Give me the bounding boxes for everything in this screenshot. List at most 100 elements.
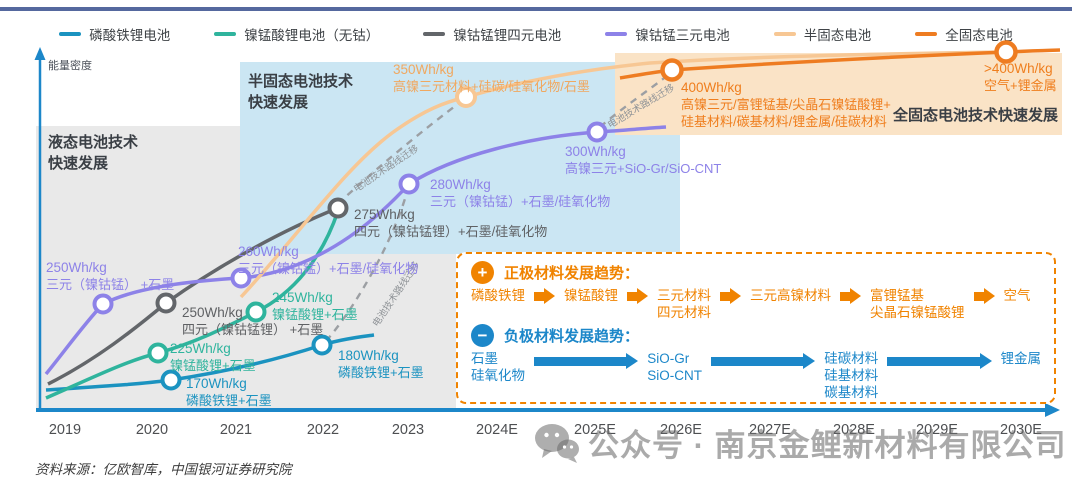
anode-step: 锂金属: [1000, 351, 1042, 366]
legend-label: 磷酸铁锂电池: [89, 28, 171, 43]
point-label-lfp-180: 180Wh/kg 磷酸铁锂+石墨: [338, 347, 424, 381]
arrow-right-icon: [887, 353, 992, 369]
minus-icon: −: [471, 324, 494, 347]
anode-trend-title: 负极材料发展趋势：: [504, 328, 640, 345]
cathode-step: 空气: [1003, 288, 1031, 303]
point-value: 250Wh/kg: [46, 260, 107, 275]
point-value: 225Wh/kg: [170, 341, 231, 356]
legend-item-semi-solid: 半固态电池: [773, 24, 872, 44]
anode-trend-chain: 石墨 硅氧化物 SiO-Gr SiO-CNT 硅碳材料 硅基材料 碳基材料 锂金…: [471, 350, 1041, 401]
legend-item-lfp: 磷酸铁锂电池: [59, 24, 170, 44]
x-tick-2023: 2023: [391, 422, 425, 438]
cathode-step: 富锂锰基 尖晶石镍锰酸锂: [870, 288, 965, 320]
anode-trend-header: − 负极材料发展趋势：: [471, 324, 1041, 347]
legend-dash-icon: [605, 32, 628, 36]
legend-label: 全固态电池: [945, 28, 1013, 43]
point-label-quaternary-275: 275Wh/kg 四元（镍钴锰锂）+石墨/硅氧化物: [354, 206, 547, 240]
point-label-lnmo-225: 225Wh/kg 镍锰酸锂+石墨: [170, 340, 256, 374]
x-tick-2029e: 2029E: [916, 422, 958, 438]
legend-label: 半固态电池: [803, 28, 872, 43]
point-value: 180Wh/kg: [338, 348, 399, 363]
point-label-semi-solid-350: 350Wh/kg 高镍三元材料+硅碳/硅氧化物/石墨: [393, 61, 590, 95]
cathode-trend-header: + 正极材料发展趋势：: [471, 261, 1041, 284]
arrow-right-icon: [973, 288, 995, 304]
point-material: 三元（镍钴锰） +石墨: [46, 277, 175, 292]
x-tick-2020: 2020: [135, 422, 169, 438]
x-tick-2026e: 2026E: [660, 422, 702, 438]
arrow-right-icon: [840, 288, 861, 304]
point-material: 高镍三元材料+硅碳/硅氧化物/石墨: [393, 79, 590, 94]
legend-dash-icon: [915, 32, 938, 36]
point-label-lnmo-245: 245Wh/kg 镍锰酸锂+石墨: [272, 289, 358, 323]
arrow-right-icon: [534, 288, 555, 304]
arrow-right-icon: [534, 353, 639, 369]
point-material: 空气+锂金属: [984, 78, 1057, 93]
point-label-ternary-260: 260Wh/kg 三元（镍钴锰）+石墨/硅氧化物: [238, 243, 418, 277]
material-trend-box: + 正极材料发展趋势： 磷酸铁锂 镍锰酸锂 三元材料 四元材料 三元高镍材料 富…: [456, 252, 1056, 404]
x-tick-2021: 2021: [219, 422, 253, 438]
point-material: 磷酸铁锂+石墨: [338, 365, 424, 380]
legend-dash-icon: [214, 32, 237, 36]
legend-dash-icon: [423, 32, 446, 36]
point-label-ternary-300: 300Wh/kg 高镍三元+SiO-Gr/SiO-CNT: [565, 143, 721, 177]
cathode-trend-title: 正极材料发展趋势：: [504, 265, 640, 282]
point-material: 四元（镍钴锰锂） +石墨: [182, 322, 324, 337]
legend: 磷酸铁锂电池 镍锰酸锂电池（无钴） 镍钴锰锂四元电池 镍钴锰三元电池 半固态电池…: [0, 24, 1072, 44]
legend-item-lnmo: 镍锰酸锂电池（无钴）: [214, 24, 379, 44]
y-axis-label: 能量密度: [48, 60, 92, 72]
cathode-trend-chain: 磷酸铁锂 镍锰酸锂 三元材料 四元材料 三元高镍材料 富锂锰基 尖晶石镍锰酸锂 …: [471, 287, 1041, 321]
point-material: 镍锰酸锂+石墨: [170, 358, 256, 373]
x-tick-2025e: 2025E: [574, 422, 616, 438]
point-value: 260Wh/kg: [238, 244, 299, 259]
anode-step: 石墨 硅氧化物: [471, 351, 525, 383]
arrow-right-icon: [627, 288, 648, 304]
point-material: 四元（镍钴锰锂）+石墨/硅氧化物: [354, 224, 548, 239]
region-label-liquid: 液态电池技术 快速发展: [48, 134, 139, 172]
point-value: 250Wh/kg: [182, 305, 243, 320]
arrow-right-icon: [711, 353, 816, 369]
anode-step: 硅碳材料 硅基材料 碳基材料: [824, 351, 879, 400]
region-label-all-solid: 全固态电池技术快速发展: [893, 107, 1059, 124]
point-value: 275Wh/kg: [354, 207, 415, 222]
x-tick-2022: 2022: [306, 422, 340, 438]
anode-step: SiO-Gr SiO-CNT: [647, 351, 702, 383]
point-label-quaternary-250: 250Wh/kg 四元（镍钴锰锂） +石墨: [182, 304, 323, 338]
legend-item-ternary: 镍钴锰三元电池: [605, 24, 730, 44]
point-label-all-solid-400: 400Wh/kg 高镍三元/富锂锰基/尖晶石镍锰酸锂+ 硅基材料/碳基材料/锂金…: [681, 79, 891, 130]
point-value: 400Wh/kg: [681, 80, 742, 95]
x-tick-2030e: 2030E: [1000, 422, 1042, 438]
point-material: 高镍三元/富锂锰基/尖晶石镍锰酸锂+ 硅基材料/碳基材料/锂金属/硅碳材料: [681, 97, 891, 129]
legend-item-quaternary: 镍钴锰锂四元电池: [423, 24, 561, 44]
point-material: 镍锰酸锂+石墨: [272, 307, 358, 322]
point-value: 350Wh/kg: [393, 62, 454, 77]
point-label-all-solid-400plus: >400Wh/kg 空气+锂金属: [984, 60, 1057, 94]
point-value: 300Wh/kg: [565, 144, 626, 159]
point-label-ternary-280: 280Wh/kg 三元（镍钴锰）+石墨/硅氧化物: [430, 176, 610, 210]
region-label-semi-solid: 半固态电池技术 快速发展: [248, 73, 354, 111]
point-value: >400Wh/kg: [984, 61, 1053, 76]
top-border: [0, 7, 1072, 11]
x-tick-2027e: 2027E: [749, 422, 791, 438]
cathode-step: 镍锰酸锂: [564, 288, 618, 303]
x-tick-2028e: 2028E: [833, 422, 875, 438]
x-tick-2024e: 2024E: [476, 422, 518, 438]
point-value: 280Wh/kg: [430, 177, 491, 192]
point-label-lfp-170: 170Wh/kg 磷酸铁锂+石墨: [186, 375, 272, 409]
legend-item-all-solid: 全固态电池: [915, 24, 1013, 44]
legend-dash-icon: [59, 32, 82, 36]
cathode-step: 磷酸铁锂: [471, 288, 525, 303]
x-tick-2019: 2019: [48, 422, 82, 438]
cathode-step: 三元材料 四元材料: [657, 288, 711, 320]
legend-label: 镍钴锰锂四元电池: [453, 28, 562, 43]
legend-label: 镍锰酸锂电池（无钴）: [244, 28, 380, 43]
point-material: 三元（镍钴锰）+石墨/硅氧化物: [238, 261, 419, 276]
source-note: 资料来源：亿欧智库，中国银河证券研究院: [35, 462, 292, 477]
arrow-right-icon: [720, 288, 741, 304]
point-value: 245Wh/kg: [272, 290, 333, 305]
point-value: 170Wh/kg: [186, 376, 247, 391]
cathode-step: 三元高镍材料: [750, 288, 831, 303]
point-label-ternary-250: 250Wh/kg 三元（镍钴锰） +石墨: [46, 259, 174, 293]
legend-dash-icon: [773, 32, 796, 36]
point-material: 磷酸铁锂+石墨: [186, 393, 272, 408]
